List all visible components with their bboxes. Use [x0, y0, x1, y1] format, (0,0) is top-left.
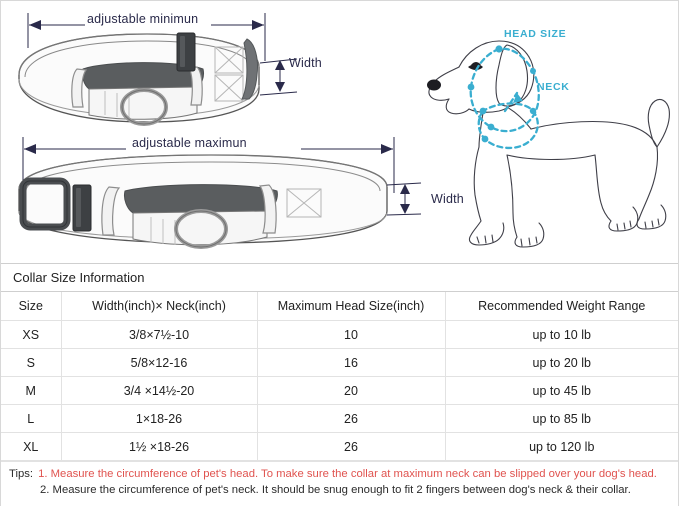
collar-minimum-illustration: [18, 13, 298, 126]
arrow-left-icon: [24, 144, 36, 154]
arrow-down-icon: [400, 204, 410, 214]
ring-keepers: [101, 184, 277, 236]
cell-width-neck: 1×18-26: [61, 404, 258, 433]
collar-maximum-illustration: [18, 137, 422, 249]
cell-max-head-size: 20: [257, 376, 446, 405]
arrow-up-icon: [275, 60, 285, 70]
collar-webbing: [88, 86, 198, 120]
dimension-line-maximum: [22, 137, 395, 193]
cell-max-head-size: 16: [257, 348, 446, 377]
column-header-max-head-size: Maximum Head Size(inch): [257, 292, 446, 321]
table-row: L 1×18-26 26 up to 85 lb: [1, 404, 678, 433]
arrow-up-icon: [400, 184, 410, 194]
slider-buckle: [176, 32, 196, 72]
cell-weight-range: up to 120 lb: [445, 432, 678, 461]
dog-outline: [428, 40, 670, 248]
head-size-measure-loop: [469, 47, 540, 133]
d-ring: [174, 209, 228, 249]
table-row: XS 3/8×7½-10 10 up to 10 lb: [1, 320, 678, 349]
tips-line-1: 1. Measure the circumference of pet's he…: [38, 468, 657, 480]
cell-size: S: [1, 348, 62, 377]
cell-size: M: [1, 376, 62, 405]
slider-buckle: [72, 184, 92, 232]
cell-width-neck: 3/4 ×14½-20: [61, 376, 258, 405]
tips-row-1: Tips: 1. Measure the circumference of pe…: [9, 466, 670, 482]
cell-weight-range: up to 85 lb: [445, 404, 678, 433]
neck-measure-dots: [479, 107, 537, 143]
cell-weight-range: up to 10 lb: [445, 320, 678, 349]
diagram-area: adjustable minimun Width: [1, 1, 678, 263]
tips-line-2: 2. Measure the circumference of pet's ne…: [40, 484, 631, 496]
d-ring: [120, 88, 168, 126]
cell-max-head-size: 26: [257, 432, 446, 461]
cell-weight-range: up to 20 lb: [445, 348, 678, 377]
label-width-minimum: Width: [289, 56, 322, 70]
cell-weight-range: up to 45 lb: [445, 376, 678, 405]
dog-illustration: [427, 40, 670, 248]
arrow-down-icon: [275, 82, 285, 92]
label-width-maximum: Width: [431, 192, 464, 206]
column-header-weight-range: Recommended Weight Range: [445, 292, 678, 321]
arrow-right-icon: [381, 144, 393, 154]
cell-size: XS: [1, 320, 62, 349]
neck-measure-loop: [477, 91, 539, 150]
measure-arrow-icon: [513, 93, 523, 103]
table-header-row: Size Width(inch)× Neck(inch) Maximum Hea…: [1, 292, 678, 321]
cell-max-head-size: 10: [257, 320, 446, 349]
label-adjustable-maximum: adjustable maximun: [132, 136, 247, 150]
stitch-panels: [286, 188, 322, 218]
table-row: S 5/8×12-16 16 up to 20 lb: [1, 348, 678, 377]
stitch-panels: [214, 46, 244, 102]
column-header-size: Size: [1, 292, 62, 321]
end-keeper: [241, 38, 258, 100]
cell-size: XL: [1, 432, 62, 461]
tips-row-2: 2. Measure the circumference of pet's ne…: [9, 482, 670, 498]
tips-block: Tips: 1. Measure the circumference of pe…: [1, 461, 678, 506]
cell-width-neck: 1½ ×18-26: [61, 432, 258, 461]
table-title: Collar Size Information: [1, 264, 678, 292]
size-table-block: Collar Size Information Size Width(inch)…: [1, 263, 678, 506]
arrow-right-icon: [252, 20, 264, 30]
size-table: Size Width(inch)× Neck(inch) Maximum Hea…: [1, 292, 678, 461]
tips-label: Tips:: [9, 468, 34, 480]
cell-width-neck: 3/8×7½-10: [61, 320, 258, 349]
table-row: XL 1½ ×18-26 26 up to 120 lb: [1, 432, 678, 461]
label-head-size: HEAD SIZE: [504, 28, 567, 40]
cell-width-neck: 5/8×12-16: [61, 348, 258, 377]
cell-size: L: [1, 404, 62, 433]
table-row: M 3/4 ×14½-20 20 up to 45 lb: [1, 376, 678, 405]
cell-max-head-size: 26: [257, 404, 446, 433]
square-buckle: [19, 177, 71, 231]
label-adjustable-minimum: adjustable minimun: [87, 12, 199, 26]
column-header-width-neck: Width(inch)× Neck(inch): [61, 292, 258, 321]
ring-keepers: [71, 66, 203, 108]
dog-nose-and-eye: [427, 62, 483, 91]
collar-webbing: [132, 210, 268, 246]
label-neck: NECK: [537, 81, 570, 93]
arrow-left-icon: [29, 20, 41, 30]
head-size-measure-dots: [467, 45, 536, 131]
